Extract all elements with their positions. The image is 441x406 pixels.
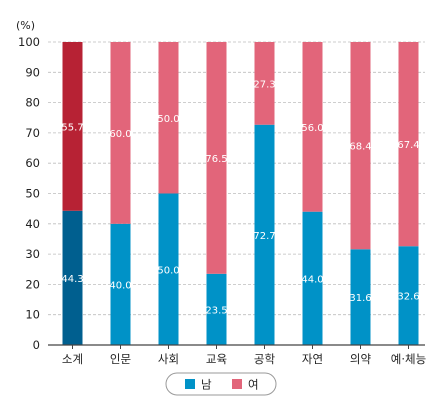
data-label-male: 32.6 [397,292,419,303]
bar-segment-male [62,210,83,345]
y-tick-label: 90 [25,65,40,79]
bar-segment-female [398,42,419,247]
x-category-label: 교육 [206,352,227,366]
bar-segment-female [62,42,83,211]
x-category-label: 사회 [158,352,179,366]
data-label-female: 67.4 [397,140,419,151]
y-tick-label: 100 [18,35,40,49]
x-category-label: 공학 [254,352,276,366]
bar-segment-female [206,42,227,274]
data-label-male: 31.6 [349,293,371,304]
bar-segment-female [110,42,131,224]
data-label-male: 44.0 [301,274,323,285]
y-tick-label: 20 [25,277,40,291]
legend: 남 여 [165,372,277,396]
y-tick-label: 10 [25,308,40,322]
y-tick-labels: 0 10 20 30 40 50 60 70 80 90 100 [18,35,40,352]
data-label-female: 60.0 [109,129,131,140]
bar-segment-male [158,193,179,345]
x-category-labels: 소계 인문 사회 교육 공학 자연 의약 예·체능 [62,345,426,366]
bar-segment-male [302,211,323,345]
data-label-female: 27.3 [253,79,275,90]
y-axis-unit-label: (%) [16,19,35,32]
y-tick-label: 0 [33,338,40,352]
legend-box [165,372,277,396]
x-category-label: 의약 [350,352,372,366]
data-label-male: 50.0 [157,265,179,276]
bar-segment-male [110,223,131,345]
x-category-label: 인문 [110,352,131,366]
bar-segment-male [350,249,371,345]
legend-female-swatch [232,379,242,389]
y-tick-label: 60 [25,156,40,170]
data-label-male: 72.7 [253,231,275,242]
bars: 44.3 55.7 40.0 60.0 50.0 50.0 23.5 76.5 72.7 27.3… [61,42,420,346]
x-category-label: 예·체능 [391,352,426,366]
bar-segment-female [302,42,323,212]
data-label-female: 50.0 [157,114,179,125]
x-category-label: 소계 [62,352,83,366]
data-label-female: 68.4 [349,142,371,153]
legend-female-label: 여 [248,378,259,392]
legend-male-label: 남 [201,378,212,392]
legend-male-swatch [185,379,195,389]
data-label-female: 55.7 [61,122,83,133]
x-category-label: 자연 [302,352,323,366]
y-tick-label: 30 [25,247,40,261]
data-label-female: 76.5 [205,154,227,165]
data-label-male: 23.5 [205,305,227,316]
bar-segment-male [398,246,419,345]
bar-segment-male [206,273,227,345]
data-label-male: 44.3 [61,274,83,285]
y-tick-label: 70 [25,126,40,140]
bar-segment-male [254,124,275,346]
data-label-female: 56.0 [301,123,323,134]
data-label-male: 40.0 [109,280,131,291]
y-tick-label: 40 [25,217,40,231]
y-tick-label: 50 [25,187,40,201]
bar-segment-female [350,42,371,250]
bar-segment-female [254,42,275,125]
bar-segment-female [158,42,179,194]
y-tick-label: 80 [25,96,40,110]
